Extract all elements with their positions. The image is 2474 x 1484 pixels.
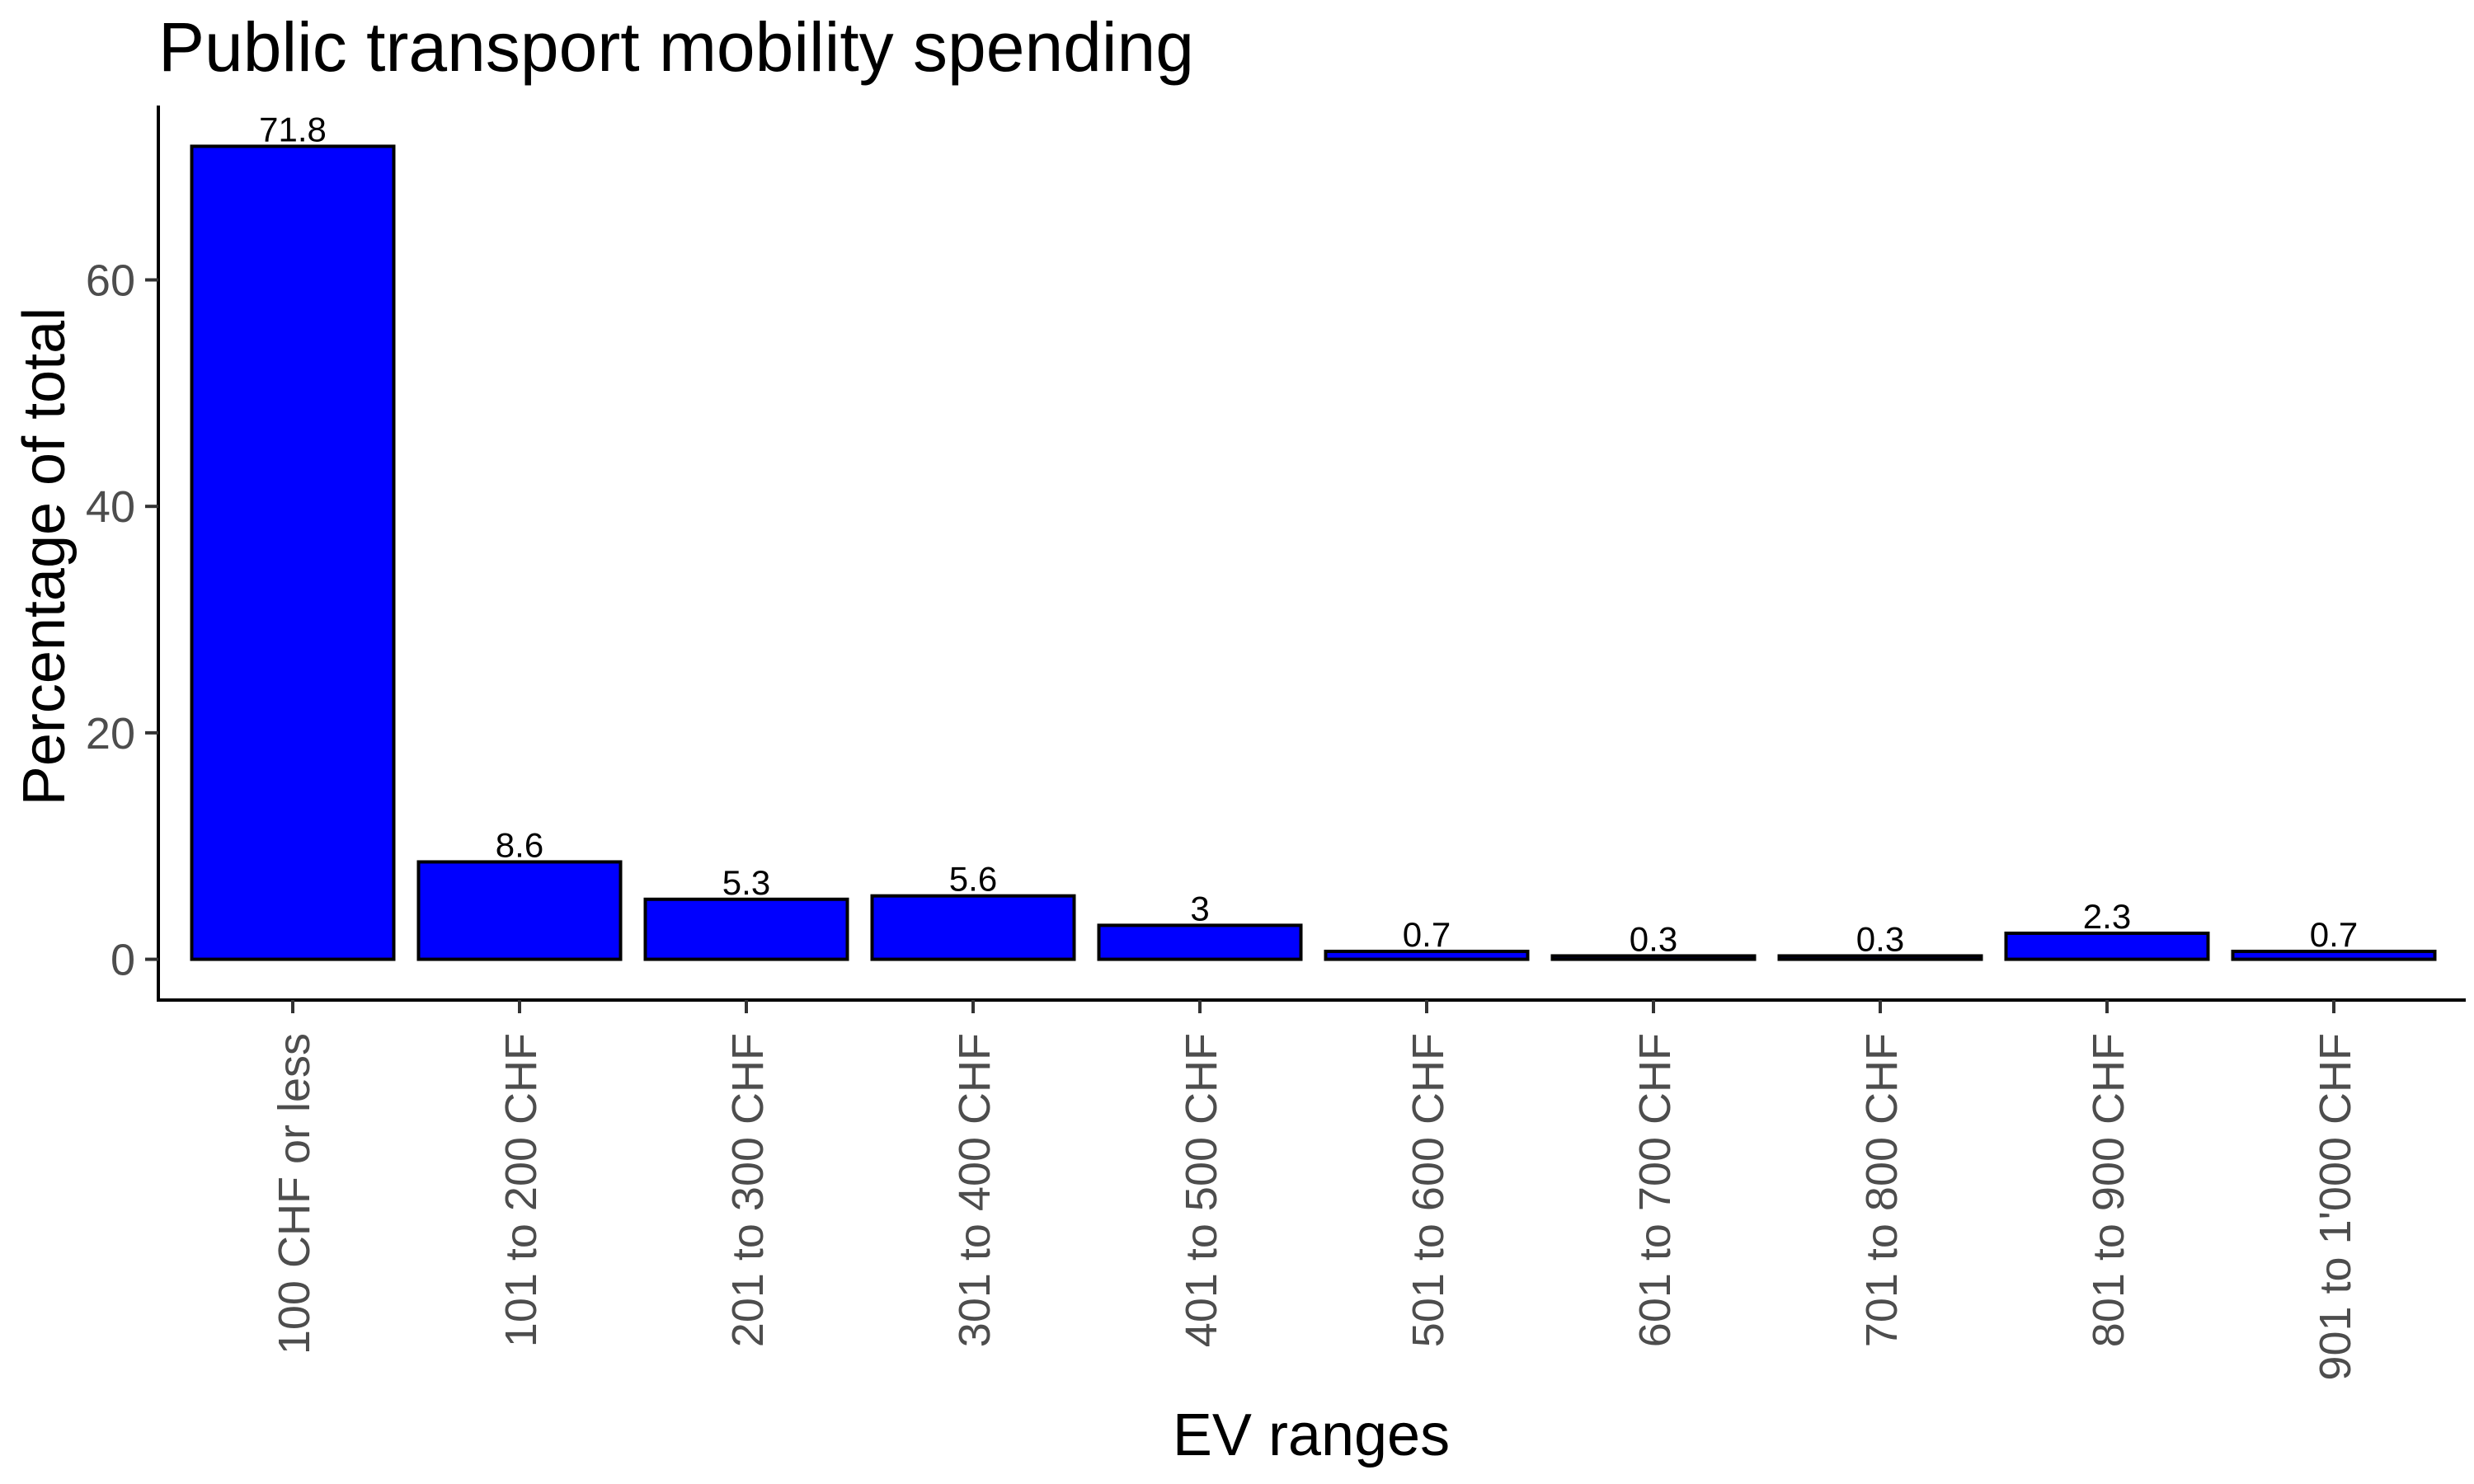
x-tick-label-5: 401 to 500 CHF — [1177, 1033, 1226, 1347]
data-label-6: 0.7 — [1403, 915, 1451, 954]
bar-9 — [2004, 931, 2210, 961]
data-label-7: 0.3 — [1630, 919, 1677, 958]
x-tick-label-7: 601 to 700 CHF — [1630, 1033, 1680, 1347]
x-axis-title: EV ranges — [1173, 1402, 1450, 1468]
data-label-2: 8.6 — [496, 825, 543, 864]
y-ticks-group: 0 20 40 60 — [86, 256, 158, 985]
y-tick-label-4: 60 — [86, 256, 135, 306]
x-tick-label-10: 901 to 1'000 CHF — [2311, 1033, 2360, 1381]
chart-title: Public transport mobility spending — [158, 8, 1194, 86]
data-label-9: 2.3 — [2083, 897, 2131, 936]
x-tick-label-2: 101 to 200 CHF — [496, 1033, 546, 1347]
data-label-1: 71.8 — [259, 110, 327, 148]
bar-3 — [643, 897, 849, 961]
bar-10 — [2231, 949, 2437, 961]
y-tick-label-3: 40 — [86, 482, 135, 532]
x-tick-label-4: 301 to 400 CHF — [950, 1033, 999, 1347]
x-tick-label-1: 100 CHF or less — [270, 1033, 319, 1355]
data-label-4: 5.6 — [949, 860, 997, 899]
y-tick-label-1: 0 — [111, 936, 135, 985]
bar-4 — [870, 894, 1076, 961]
bar-1 — [190, 144, 396, 961]
x-tick-label-9: 801 to 900 CHF — [2084, 1033, 2133, 1347]
bar-6 — [1324, 949, 1530, 961]
bar-7 — [1550, 954, 1757, 961]
data-label-3: 5.3 — [722, 863, 770, 902]
x-tick-label-3: 201 to 300 CHF — [723, 1033, 773, 1347]
y-tick-label-2: 20 — [86, 709, 135, 758]
data-label-10: 0.7 — [2310, 915, 2358, 954]
x-tick-label-8: 701 to 800 CHF — [1857, 1033, 1907, 1347]
data-labels-group: 71.8 8.6 5.3 5.6 3 0.7 0.3 0.3 2.3 0.7 — [259, 110, 2358, 958]
data-label-8: 0.3 — [1856, 919, 1904, 958]
bars-group — [190, 144, 2437, 961]
x-tick-label-6: 501 to 600 CHF — [1404, 1033, 1453, 1347]
y-axis-title: Percentage of total — [12, 308, 78, 805]
data-label-5: 3 — [1190, 889, 1209, 928]
bar-2 — [416, 860, 623, 961]
bar-8 — [1777, 954, 1983, 961]
bar-5 — [1097, 923, 1303, 961]
x-ticks-group: 100 CHF or less 101 to 200 CHF 201 to 300 … — [270, 1000, 2360, 1381]
